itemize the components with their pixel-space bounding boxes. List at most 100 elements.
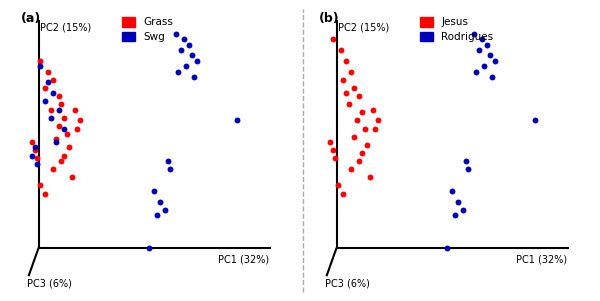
Point xyxy=(333,183,343,188)
Point xyxy=(46,115,55,120)
Point xyxy=(362,142,372,147)
Point xyxy=(51,140,61,144)
Point xyxy=(35,64,45,69)
Point xyxy=(360,126,370,131)
Point xyxy=(49,91,58,96)
Point xyxy=(171,31,181,36)
Point xyxy=(179,37,188,42)
Point xyxy=(346,69,356,74)
Point xyxy=(163,159,172,163)
Point xyxy=(54,123,64,128)
Point xyxy=(62,132,71,136)
Point xyxy=(27,140,37,144)
Point xyxy=(490,58,500,63)
Point xyxy=(35,58,45,63)
Point xyxy=(472,69,481,74)
Point xyxy=(461,159,470,163)
Point xyxy=(149,188,159,193)
Point xyxy=(152,213,162,218)
Point xyxy=(64,145,74,150)
Point xyxy=(40,85,50,90)
Point xyxy=(54,94,64,98)
Point xyxy=(43,80,53,85)
Point xyxy=(448,188,457,193)
Text: (a): (a) xyxy=(22,12,41,25)
Point xyxy=(346,167,356,172)
Point xyxy=(54,107,64,112)
Point xyxy=(355,159,364,163)
Text: PC3 (6%): PC3 (6%) xyxy=(325,279,370,289)
Point xyxy=(341,58,351,63)
Point xyxy=(370,126,380,131)
Point xyxy=(232,118,242,123)
Point xyxy=(56,159,66,163)
Point xyxy=(349,134,359,139)
Point xyxy=(469,31,478,36)
Point xyxy=(187,53,196,58)
Point xyxy=(325,140,335,144)
Point xyxy=(32,156,42,161)
Point xyxy=(43,69,53,74)
Legend: Jesus, Rodrigues: Jesus, Rodrigues xyxy=(420,17,493,42)
Point xyxy=(485,53,494,58)
Point xyxy=(349,85,359,90)
Point xyxy=(176,48,186,52)
Point xyxy=(477,37,487,42)
Point xyxy=(184,42,194,47)
Point xyxy=(40,99,50,104)
Point xyxy=(338,77,348,82)
Point xyxy=(474,48,484,52)
Point xyxy=(155,199,164,204)
Point xyxy=(357,150,367,155)
Point xyxy=(453,199,463,204)
Point xyxy=(35,183,45,188)
Point xyxy=(46,107,55,112)
Point xyxy=(355,94,364,98)
Point xyxy=(67,175,77,180)
Point xyxy=(27,153,37,158)
Point xyxy=(30,145,40,150)
Point xyxy=(331,156,340,161)
Point xyxy=(49,167,58,172)
Point xyxy=(59,115,69,120)
Point xyxy=(40,191,50,196)
Point xyxy=(352,118,361,123)
Point xyxy=(56,102,66,107)
Point xyxy=(30,148,40,153)
Point xyxy=(365,175,374,180)
Point xyxy=(192,58,202,63)
Point xyxy=(328,148,337,153)
Point xyxy=(144,245,154,250)
Point xyxy=(463,167,473,172)
Text: PC1 (32%): PC1 (32%) xyxy=(218,254,269,265)
Text: PC1 (32%): PC1 (32%) xyxy=(515,254,567,265)
Point xyxy=(336,48,346,52)
Point xyxy=(49,77,58,82)
Point xyxy=(166,167,175,172)
Point xyxy=(458,207,468,212)
Point xyxy=(173,69,183,74)
Point xyxy=(59,126,69,131)
Point xyxy=(479,64,489,69)
Point xyxy=(482,42,492,47)
Point xyxy=(344,102,353,107)
Point xyxy=(487,75,497,79)
Point xyxy=(190,75,199,79)
Point xyxy=(160,207,170,212)
Point xyxy=(338,191,348,196)
Point xyxy=(450,213,460,218)
Text: (b): (b) xyxy=(319,12,340,25)
Point xyxy=(373,118,383,123)
Point xyxy=(59,153,69,158)
Text: PC2 (15%): PC2 (15%) xyxy=(40,23,91,33)
Point xyxy=(442,245,452,250)
Text: PC3 (6%): PC3 (6%) xyxy=(27,279,72,289)
Point xyxy=(75,118,85,123)
Point xyxy=(368,107,377,112)
Point xyxy=(32,161,42,166)
Point xyxy=(530,118,539,123)
Point xyxy=(70,107,79,112)
Point xyxy=(341,91,351,96)
Point xyxy=(328,37,337,42)
Point xyxy=(357,110,367,115)
